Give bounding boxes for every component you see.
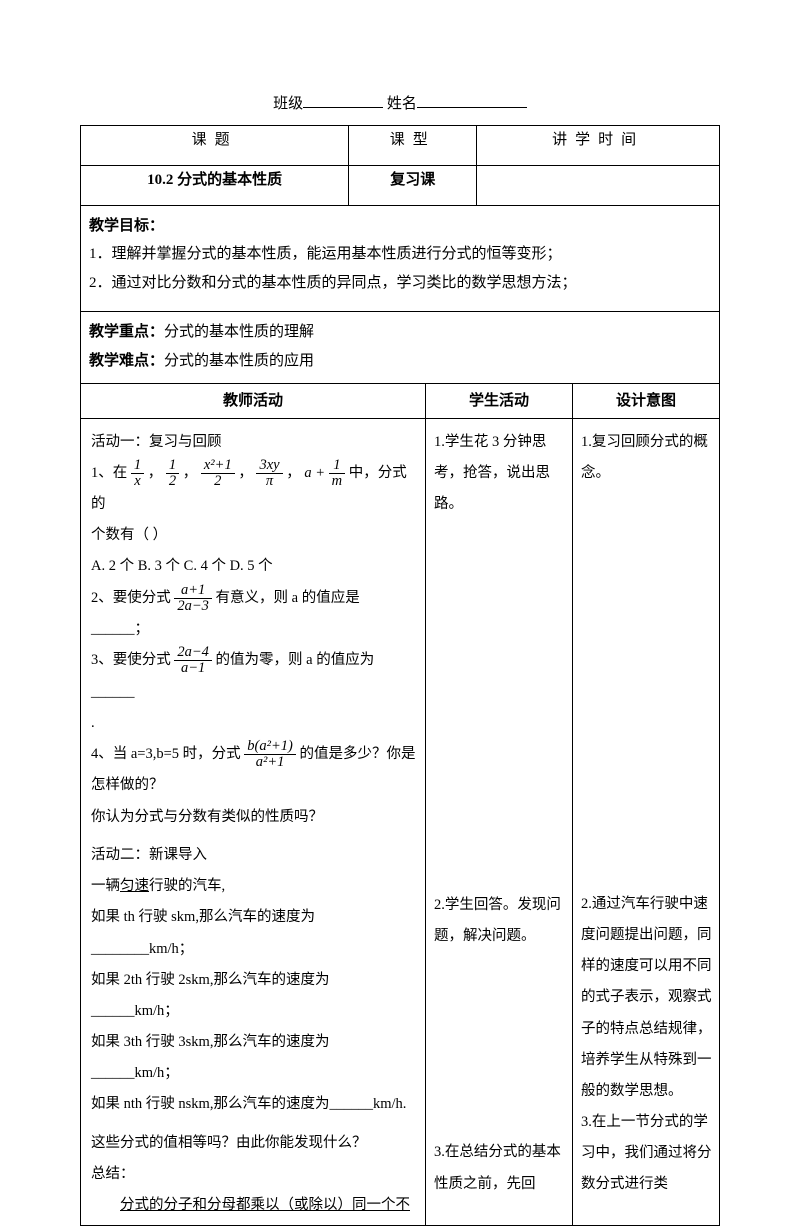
name-label: 姓名 bbox=[387, 96, 417, 112]
sum-label: 总结： bbox=[91, 1159, 417, 1190]
q4a: 4、当 a=3,b=5 时，分式 bbox=[91, 746, 241, 762]
q1-line1: 1、在 1x ， 12 ， x²+12 ， 3xyπ ， a + 1m 中，分式… bbox=[91, 458, 417, 521]
class-blank bbox=[303, 93, 383, 108]
col-teacher-hdr: 教师活动 bbox=[81, 384, 426, 418]
col-student-hdr: 学生活动 bbox=[426, 384, 573, 418]
frac-2: 12 bbox=[166, 458, 179, 489]
sep1: ， bbox=[148, 465, 166, 481]
design-3: 3.在上一节分式的学习中，我们通过将分数分式进行类 bbox=[581, 1107, 713, 1201]
q3c: . bbox=[91, 708, 417, 739]
frac-4: 3xyπ bbox=[256, 458, 282, 489]
frac-5: 1m bbox=[329, 458, 345, 489]
q3a: 3、要使分式 bbox=[91, 652, 174, 668]
header-row-1: 课题 课型 讲学时间 bbox=[81, 125, 720, 165]
focus-diff: 教学难点：分式的基本性质的应用 bbox=[89, 347, 711, 376]
car1b: 匀速 bbox=[120, 878, 149, 894]
focus-row: 教学重点：分式的基本性质的理解 教学难点：分式的基本性质的应用 bbox=[81, 312, 720, 384]
frac-1: 1x bbox=[131, 458, 144, 489]
col-design-hdr: 设计意图 bbox=[573, 384, 720, 418]
student-2: 2.学生回答。发现问题，解决问题。 bbox=[434, 890, 566, 952]
goal-2: 2．通过对比分数和分式的基本性质的异同点，学习类比的数学思想方法； bbox=[89, 269, 711, 298]
car2: 如果 th 行驶 skm,那么汽车的速度为________km/h； bbox=[91, 902, 417, 964]
car3: 如果 2th 行驶 2skm,那么汽车的速度为______km/h； bbox=[91, 965, 417, 1027]
goals-row: 教学目标： 1．理解并掌握分式的基本性质，能运用基本性质进行分式的恒等变形； 2… bbox=[81, 205, 720, 312]
spacer-2 bbox=[91, 1121, 417, 1128]
header-row-2: 10.2 分式的基本性质 复习课 bbox=[81, 165, 720, 205]
class-label: 班级 bbox=[273, 96, 303, 112]
student-gap-2 bbox=[434, 952, 566, 1137]
q1-choices: A. 2 个 B. 3 个 C. 4 个 D. 5 个 bbox=[91, 551, 417, 582]
imp-label: 教学重点： bbox=[89, 324, 164, 340]
imp-text: 分式的基本性质的理解 bbox=[164, 324, 314, 340]
act2-title: 活动二：新课导入 bbox=[91, 840, 417, 871]
cell-time bbox=[477, 165, 720, 205]
diff-label: 教学难点： bbox=[89, 353, 164, 369]
q1-line2: 个数有（ ） bbox=[91, 520, 417, 551]
q1a: 1、在 bbox=[91, 465, 131, 481]
q4-line2: 怎样做的？ bbox=[91, 770, 417, 801]
sep3: ， bbox=[238, 465, 256, 481]
goals-cell: 教学目标： 1．理解并掌握分式的基本性质，能运用基本性质进行分式的恒等变形； 2… bbox=[81, 205, 720, 312]
cell-type-label: 课型 bbox=[349, 125, 477, 165]
q2: 2、要使分式 a+12a−3 有意义，则 a 的值应是______； bbox=[91, 583, 417, 646]
student-gap-1 bbox=[434, 520, 566, 890]
name-blank bbox=[417, 93, 527, 108]
focus-imp: 教学重点：分式的基本性质的理解 bbox=[89, 318, 711, 347]
design-cell: 1.复习回顾分式的概念。 2.通过汽车行驶中速度问题提出问题，同样的速度可以用不… bbox=[573, 418, 720, 1226]
frac-q2: a+12a−3 bbox=[174, 583, 212, 614]
goal-1: 1．理解并掌握分式的基本性质，能运用基本性质进行分式的恒等变形； bbox=[89, 240, 711, 269]
sep2: ， bbox=[183, 465, 201, 481]
student-3: 3.在总结分式的基本性质之前，先回 bbox=[434, 1137, 566, 1199]
q4b: 的值是多少？你是 bbox=[299, 746, 415, 762]
car5: 如果 nth 行驶 nskm,那么汽车的速度为______km/h. bbox=[91, 1089, 417, 1120]
activity-body-row: 活动一：复习与回顾 1、在 1x ， 12 ， x²+12 ， 3xyπ ， a… bbox=[81, 418, 720, 1226]
design-2: 2.通过汽车行驶中速度问题提出问题，同样的速度可以用不同的式子表示，观察式子的特… bbox=[581, 889, 713, 1107]
cell-topic: 10.2 分式的基本性质 bbox=[81, 165, 349, 205]
header-line: 班级 姓名 bbox=[80, 90, 720, 119]
act1-title: 活动一：复习与回顾 bbox=[91, 427, 417, 458]
student-1: 1.学生花 3 分钟思考，抢答，说出思路。 bbox=[434, 427, 566, 521]
car4: 如果 3th 行驶 3skm,那么汽车的速度为______km/h； bbox=[91, 1027, 417, 1089]
cell-type: 复习课 bbox=[349, 165, 477, 205]
cell-time-label: 讲学时间 bbox=[477, 125, 720, 165]
spacer-1 bbox=[91, 833, 417, 840]
activity-header-row: 教师活动 学生活动 设计意图 bbox=[81, 384, 720, 418]
diff-text: 分式的基本性质的应用 bbox=[164, 353, 314, 369]
sep4: ， bbox=[286, 465, 304, 481]
sum-text-wrap: 分式的分子和分母都乘以（或除以）同一个不 bbox=[91, 1190, 417, 1221]
q2a: 2、要使分式 bbox=[91, 590, 174, 606]
activity-table: 教师活动 学生活动 设计意图 活动一：复习与回顾 1、在 1x ， 12 ， x… bbox=[80, 384, 720, 1226]
frac-q4: b(a²+1)a²+1 bbox=[244, 739, 296, 770]
design-1: 1.复习回顾分式的概念。 bbox=[581, 427, 713, 489]
sum-text: 分式的分子和分母都乘以（或除以）同一个不 bbox=[120, 1197, 410, 1213]
car1c: 行驶的汽车, bbox=[149, 878, 225, 894]
lesson-table: 课题 课型 讲学时间 10.2 分式的基本性质 复习课 教学目标： 1．理解并掌… bbox=[80, 125, 720, 385]
f5a: a + bbox=[304, 465, 328, 481]
design-gap-1 bbox=[581, 489, 713, 889]
cell-topic-label: 课题 bbox=[81, 125, 349, 165]
teacher-cell: 活动一：复习与回顾 1、在 1x ， 12 ， x²+12 ， 3xyπ ， a… bbox=[81, 418, 426, 1226]
frac-3: x²+12 bbox=[201, 458, 235, 489]
q4: 4、当 a=3,b=5 时，分式 b(a²+1)a²+1 的值是多少？你是 bbox=[91, 739, 417, 770]
focus-cell: 教学重点：分式的基本性质的理解 教学难点：分式的基本性质的应用 bbox=[81, 312, 720, 384]
q4-line3: 你认为分式与分数有类似的性质吗？ bbox=[91, 802, 417, 833]
goals-title: 教学目标： bbox=[89, 212, 711, 241]
car1a: 一辆 bbox=[91, 878, 120, 894]
car1: 一辆匀速行驶的汽车, bbox=[91, 871, 417, 902]
student-cell: 1.学生花 3 分钟思考，抢答，说出思路。 2.学生回答。发现问题，解决问题。 … bbox=[426, 418, 573, 1226]
sum-q: 这些分式的值相等吗？由此你能发现什么？ bbox=[91, 1128, 417, 1159]
q3: 3、要使分式 2a−4a−1 的值为零，则 a 的值应为______ bbox=[91, 645, 417, 708]
frac-q3: 2a−4a−1 bbox=[174, 645, 212, 676]
